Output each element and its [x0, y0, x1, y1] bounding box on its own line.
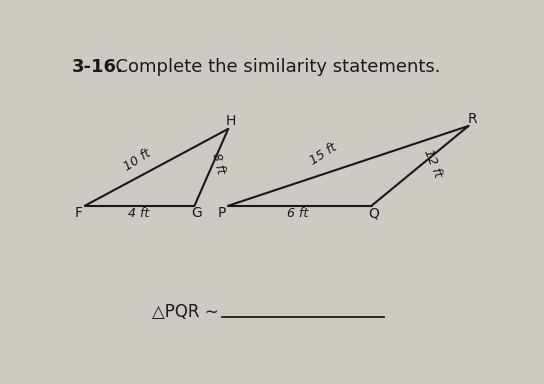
Text: H: H — [225, 114, 236, 129]
Text: R: R — [468, 111, 478, 126]
Text: Complete the similarity statements.: Complete the similarity statements. — [104, 58, 440, 76]
Text: G: G — [191, 206, 202, 220]
Text: F: F — [75, 206, 83, 220]
Text: P: P — [218, 206, 226, 220]
Text: 8 ft: 8 ft — [209, 151, 227, 175]
Text: 10 ft: 10 ft — [122, 147, 153, 173]
Text: 6 ft: 6 ft — [287, 207, 308, 220]
Text: 12 ft: 12 ft — [421, 147, 444, 179]
Text: 15 ft: 15 ft — [307, 141, 339, 167]
Text: 3-16.: 3-16. — [72, 58, 124, 76]
Text: Q: Q — [368, 206, 379, 220]
Text: 4 ft: 4 ft — [128, 207, 150, 220]
Text: △PQR ∼: △PQR ∼ — [152, 303, 219, 321]
